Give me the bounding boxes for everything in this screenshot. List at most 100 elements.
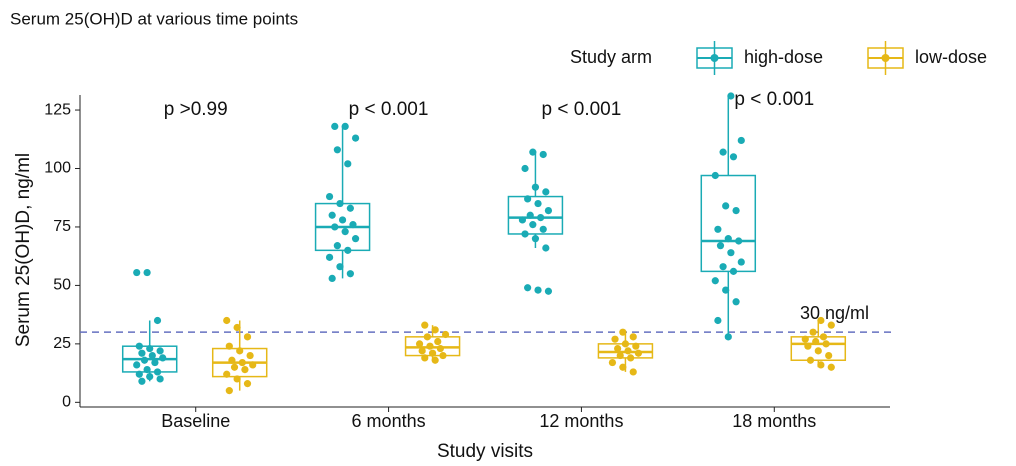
point xyxy=(225,387,233,395)
point xyxy=(148,351,156,360)
point xyxy=(534,286,542,294)
point xyxy=(238,358,246,367)
point xyxy=(619,363,627,371)
p-value: p < 0.001 xyxy=(542,99,622,120)
point xyxy=(542,244,550,252)
point xyxy=(627,354,635,362)
point xyxy=(423,333,431,341)
point xyxy=(151,358,159,367)
point xyxy=(153,316,162,325)
point xyxy=(143,268,151,277)
point xyxy=(524,284,532,292)
point xyxy=(735,237,743,245)
point xyxy=(341,122,349,131)
point xyxy=(328,211,336,219)
point xyxy=(439,351,447,360)
point xyxy=(223,370,231,378)
point xyxy=(333,242,341,250)
point xyxy=(436,344,444,353)
point xyxy=(822,340,830,348)
point xyxy=(415,340,424,348)
point xyxy=(421,321,429,329)
box xyxy=(700,174,757,273)
point xyxy=(531,183,540,191)
point xyxy=(534,199,542,208)
point xyxy=(243,380,252,388)
point xyxy=(138,349,146,357)
point xyxy=(156,375,164,383)
point xyxy=(351,134,360,142)
y-tick-label: 125 xyxy=(44,101,71,118)
y-tick-label: 0 xyxy=(62,394,71,411)
point xyxy=(233,375,241,383)
point xyxy=(434,337,442,346)
point xyxy=(737,136,745,145)
legend-key-point xyxy=(881,54,890,62)
point xyxy=(827,363,835,371)
point xyxy=(537,214,545,222)
point xyxy=(714,316,722,325)
point xyxy=(143,365,151,374)
point xyxy=(526,211,534,219)
point xyxy=(732,298,740,306)
p-value: p >0.99 xyxy=(164,99,228,120)
point xyxy=(233,323,241,332)
point xyxy=(619,328,627,336)
point xyxy=(544,206,553,215)
point xyxy=(806,356,815,364)
point xyxy=(817,361,825,369)
point xyxy=(729,267,738,275)
point xyxy=(243,333,252,341)
point xyxy=(542,188,550,196)
point xyxy=(328,274,336,282)
x-tick-label: 12 months xyxy=(539,411,623,431)
point xyxy=(724,235,732,243)
point xyxy=(349,221,357,229)
chart-title: Serum 25(OH)D at various time points xyxy=(10,9,298,28)
point xyxy=(608,358,617,367)
point xyxy=(140,356,149,364)
point xyxy=(727,92,735,100)
point xyxy=(146,344,154,353)
point xyxy=(346,270,354,278)
point xyxy=(325,253,334,261)
point xyxy=(716,242,725,250)
y-tick-label: 25 xyxy=(53,335,71,352)
point xyxy=(230,363,239,371)
x-tick-label: 18 months xyxy=(732,411,816,431)
point xyxy=(714,225,722,233)
point xyxy=(156,347,164,355)
point xyxy=(529,148,537,156)
point xyxy=(138,377,146,385)
point xyxy=(524,195,532,203)
x-axis-label: Study visits xyxy=(437,441,533,462)
point xyxy=(531,235,540,243)
y-axis-label: Serum 25(OH)D, ng/ml xyxy=(13,153,34,347)
point xyxy=(801,335,809,343)
point xyxy=(814,347,822,355)
point xyxy=(819,333,828,341)
point xyxy=(331,223,339,231)
point xyxy=(724,333,732,341)
point xyxy=(346,204,354,212)
point xyxy=(236,347,244,355)
legend-label: low-dose xyxy=(915,47,987,67)
point xyxy=(729,153,738,161)
point xyxy=(225,342,233,350)
point xyxy=(719,263,727,271)
point xyxy=(817,316,825,325)
point xyxy=(133,361,141,369)
point xyxy=(521,230,529,238)
point xyxy=(621,340,630,348)
point xyxy=(616,351,624,360)
point xyxy=(341,228,349,236)
p-value: p < 0.001 xyxy=(349,99,429,120)
y-tick-label: 100 xyxy=(44,160,71,177)
legend-title: Study arm xyxy=(570,47,652,67)
point xyxy=(331,122,339,131)
reference-label: 30 ng/ml xyxy=(800,303,869,323)
point xyxy=(336,263,344,271)
y-tick-label: 75 xyxy=(53,218,71,235)
point xyxy=(737,258,745,266)
